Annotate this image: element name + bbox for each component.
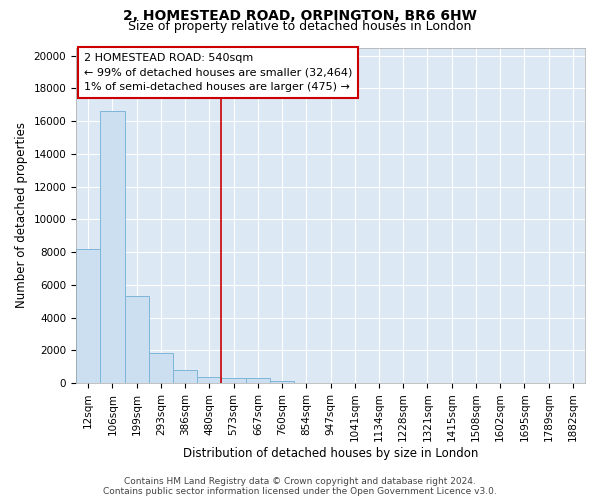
Bar (197, 377, 221, 383)
X-axis label: Distribution of detached houses by size in London: Distribution of detached houses by size … (183, 447, 478, 460)
Text: Contains HM Land Registry data © Crown copyright and database right 2024.
Contai: Contains HM Land Registry data © Crown c… (103, 476, 497, 496)
Bar (125, 296, 149, 383)
Y-axis label: Number of detached properties: Number of detached properties (15, 122, 28, 308)
Text: 2 HOMESTEAD ROAD: 540sqm
← 99% of detached houses are smaller (32,464)
1% of sem: 2 HOMESTEAD ROAD: 540sqm ← 99% of detach… (83, 52, 352, 92)
Bar (173, 370, 197, 383)
Bar (270, 380, 294, 383)
Bar (221, 378, 245, 383)
Text: 2, HOMESTEAD ROAD, ORPINGTON, BR6 6HW: 2, HOMESTEAD ROAD, ORPINGTON, BR6 6HW (123, 9, 477, 23)
Bar (149, 352, 173, 383)
Bar (76, 249, 100, 383)
Bar (245, 378, 270, 383)
Text: Size of property relative to detached houses in London: Size of property relative to detached ho… (128, 20, 472, 33)
Bar (100, 112, 125, 383)
